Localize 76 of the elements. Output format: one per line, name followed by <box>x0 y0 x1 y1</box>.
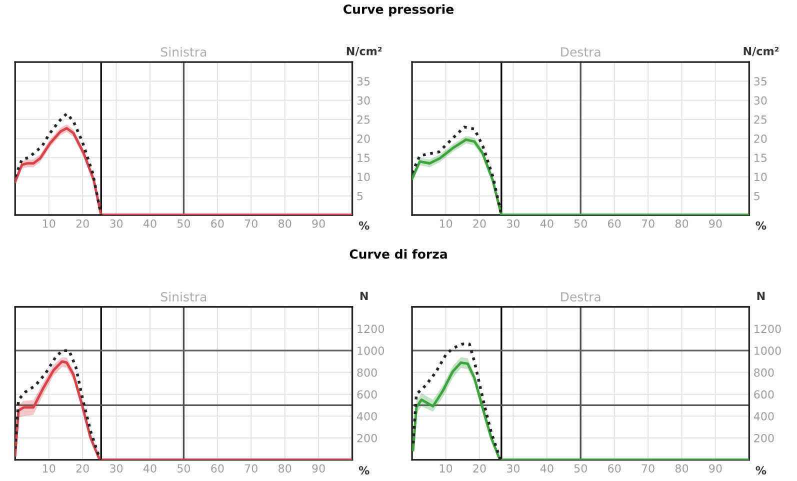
x-tick-label: 90 <box>312 464 325 473</box>
y-tick-label: 1200 <box>754 324 781 334</box>
x-tick-label: 20 <box>76 464 89 473</box>
x-tick-label: 30 <box>506 464 520 473</box>
y-tick-label: 35 <box>357 77 370 86</box>
y-tick-label: 10 <box>358 172 370 182</box>
chart-subtitle: Destra <box>561 47 600 57</box>
x-tick-label: 40 <box>540 219 554 228</box>
x-tick-label: 20 <box>473 219 486 228</box>
y-tick-label: 20 <box>754 134 767 143</box>
x-tick-label: 30 <box>110 464 123 473</box>
x-tick-label: 40 <box>143 464 156 473</box>
y-tick-label: 200 <box>357 434 377 442</box>
x-tick-label: 30 <box>506 219 520 228</box>
x-tick-label: 40 <box>143 219 156 228</box>
y-axis-title: N <box>360 292 368 300</box>
y-tick-label: 5 <box>357 192 363 200</box>
y-tick-label: 35 <box>754 77 767 86</box>
x-tick-label: 50 <box>177 464 190 473</box>
y-tick-label: 10 <box>754 172 767 182</box>
x-axis-title: % <box>756 466 766 475</box>
y-tick-label: 400 <box>356 412 377 421</box>
x-tick-label: 70 <box>244 464 258 473</box>
y-tick-label: 25 <box>754 115 767 124</box>
y-tick-label: 15 <box>754 154 767 162</box>
y-tick-label: 200 <box>754 434 774 442</box>
y-tick-label: 30 <box>357 96 370 105</box>
y-axis-title: N/cm² <box>346 46 382 56</box>
x-tick-label: 30 <box>110 219 123 228</box>
x-tick-label: 80 <box>278 464 292 473</box>
x-tick-label: 10 <box>440 464 452 473</box>
x-axis-title: % <box>756 221 766 230</box>
x-tick-label: 60 <box>211 219 224 228</box>
y-tick-label: 600 <box>754 390 774 399</box>
x-tick-label: 70 <box>244 219 258 228</box>
y-tick-label: 1000 <box>358 346 384 355</box>
x-tick-label: 90 <box>709 219 722 228</box>
x-tick-label: 60 <box>608 219 621 228</box>
chart-subtitle: Sinistra <box>161 292 206 302</box>
x-tick-label: 70 <box>642 219 654 228</box>
x-tick-label: 80 <box>675 219 688 228</box>
x-tick-label: 80 <box>278 219 292 228</box>
x-tick-label: 10 <box>440 219 452 228</box>
text: Curve pressorie <box>344 4 454 16</box>
y-tick-label: 25 <box>357 115 370 124</box>
x-tick-label: 50 <box>177 219 190 228</box>
x-tick-label: 60 <box>211 464 224 473</box>
x-tick-label: 10 <box>43 464 56 473</box>
y-tick-label: 600 <box>357 390 377 399</box>
x-tick-label: 80 <box>675 464 688 473</box>
y-axis-title: N/cm² <box>744 46 779 56</box>
x-axis-title: % <box>358 221 370 230</box>
y-tick-label: 1000 <box>754 346 781 355</box>
chart-subtitle: Destra <box>561 292 600 302</box>
y-tick-label: 400 <box>754 412 774 421</box>
y-tick-label: 30 <box>754 96 767 105</box>
x-tick-label: 20 <box>473 464 486 473</box>
x-tick-label: 50 <box>574 464 587 473</box>
y-tick-label: 800 <box>357 368 377 377</box>
y-tick-label: 20 <box>357 134 370 143</box>
y-tick-label: 5 <box>754 192 760 200</box>
x-tick-label: 70 <box>642 464 654 473</box>
x-tick-label: 50 <box>574 219 587 228</box>
text: Curve di forza <box>350 249 447 259</box>
x-tick-label: 10 <box>43 219 56 228</box>
y-tick-label: 1200 <box>358 324 384 334</box>
x-tick-label: 40 <box>540 464 554 473</box>
x-tick-label: 90 <box>312 219 325 228</box>
y-tick-label: 800 <box>754 368 774 377</box>
y-tick-label: 15 <box>358 154 370 162</box>
x-tick-label: 60 <box>608 464 621 473</box>
x-tick-label: 20 <box>76 219 89 228</box>
y-axis-title: N <box>757 292 765 300</box>
chart-subtitle: Sinistra <box>161 46 206 57</box>
x-tick-label: 90 <box>709 464 722 473</box>
x-axis-title: % <box>358 466 370 475</box>
